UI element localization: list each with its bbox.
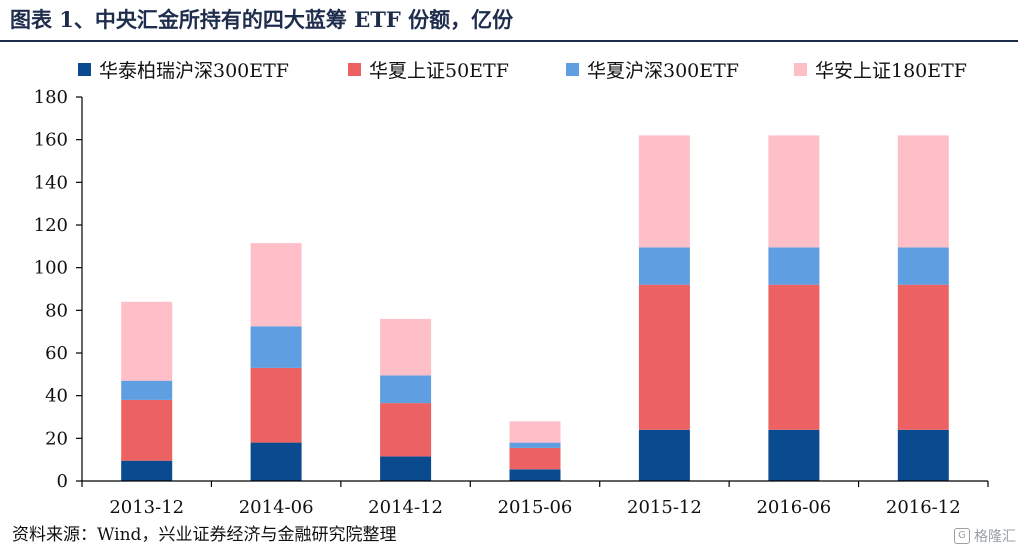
legend-swatch-huaxia50 <box>348 62 361 76</box>
bar-segment-s3-2015-06 <box>509 421 561 443</box>
legend-item-huaxia50: 华夏上证50ETF <box>348 54 509 84</box>
y-tick-label-180: 180 <box>34 87 68 108</box>
y-tick-label-40: 40 <box>45 386 68 407</box>
bar-segment-s1-2016-06 <box>768 284 820 430</box>
bar-segment-s3-2015-12 <box>638 135 690 248</box>
y-tick-label-120: 120 <box>34 215 68 236</box>
y-tick-label-100: 100 <box>34 258 68 279</box>
bar-segment-s0-2015-06 <box>509 469 561 481</box>
bar-segment-s0-2014-06 <box>250 442 302 481</box>
bar-segment-s2-2015-12 <box>638 247 690 285</box>
bar-segment-s3-2014-12 <box>380 318 432 376</box>
legend-swatch-huaan180 <box>794 62 807 76</box>
bar-segment-s0-2013-12 <box>121 460 173 481</box>
bar-segment-s3-2016-12 <box>897 135 949 248</box>
bar-segment-s1-2015-06 <box>509 447 561 470</box>
bar-segment-s2-2016-06 <box>768 247 820 285</box>
x-tick-label-2015-12: 2015-12 <box>627 497 702 518</box>
bar-segment-s1-2014-12 <box>380 403 432 457</box>
bar-segment-s3-2014-06 <box>250 243 302 327</box>
y-tick-label-0: 0 <box>57 471 68 492</box>
bar-segment-s0-2014-12 <box>380 456 432 481</box>
legend-swatch-huaxia300 <box>566 62 579 76</box>
watermark-logo-icon: G <box>954 528 970 544</box>
x-tick-label-2014-06: 2014-06 <box>239 497 314 518</box>
bar-segment-s2-2015-06 <box>509 442 561 448</box>
legend-label-huaxia50: 华夏上证50ETF <box>369 59 509 82</box>
legend-label-huatai: 华泰柏瑞沪深300ETF <box>99 59 289 82</box>
bar-segment-s1-2015-12 <box>638 284 690 430</box>
bar-segment-s2-2013-12 <box>121 380 173 400</box>
y-tick-label-60: 60 <box>45 343 68 364</box>
y-tick-label-20: 20 <box>45 428 68 449</box>
legend-label-huaan180: 华安上证180ETF <box>815 59 967 82</box>
legend-swatch-huatai <box>78 62 91 76</box>
y-tick-label-140: 140 <box>34 172 68 193</box>
bar-segment-s2-2014-06 <box>250 326 302 368</box>
legend-label-huaxia300: 华夏沪深300ETF <box>587 59 739 82</box>
x-tick-label-2015-06: 2015-06 <box>498 497 573 518</box>
source-note: 资料来源：Wind，兴业证券经济与金融研究院整理 <box>12 525 397 545</box>
x-tick-label-2013-12: 2013-12 <box>109 497 184 518</box>
watermark-text: 格隆汇 <box>974 529 1016 545</box>
bar-segment-s2-2014-12 <box>380 375 432 404</box>
x-tick-label-2016-12: 2016-12 <box>886 497 961 518</box>
bar-segment-s0-2015-12 <box>638 429 690 481</box>
title-divider <box>0 40 1018 42</box>
x-tick-label-2016-06: 2016-06 <box>756 497 831 518</box>
x-tick-label-2014-12: 2014-12 <box>368 497 443 518</box>
legend-item-huatai: 华泰柏瑞沪深300ETF <box>78 54 289 84</box>
bar-segment-s0-2016-06 <box>768 429 820 481</box>
bar-segment-s1-2014-06 <box>250 367 302 443</box>
y-tick-label-160: 160 <box>34 130 68 151</box>
legend-item-huaan180: 华安上证180ETF <box>794 54 967 84</box>
bar-segment-s3-2016-06 <box>768 135 820 248</box>
bar-segment-s3-2013-12 <box>121 301 173 381</box>
legend-item-huaxia300: 华夏沪深300ETF <box>566 54 739 84</box>
bar-segment-s1-2016-12 <box>897 284 949 430</box>
y-tick-label-80: 80 <box>45 300 68 321</box>
bar-segment-s1-2013-12 <box>121 399 173 461</box>
legend: 华泰柏瑞沪深300ETF 华夏上证50ETF 华夏沪深300ETF 华安上证18… <box>0 54 1030 84</box>
bar-segment-s0-2016-12 <box>897 429 949 481</box>
watermark: G 格隆汇 <box>954 526 1016 546</box>
bar-segment-s2-2016-12 <box>897 247 949 285</box>
chart-title: 图表 1、中央汇金所持有的四大蓝筹 ETF 份额，亿份 <box>10 7 514 32</box>
